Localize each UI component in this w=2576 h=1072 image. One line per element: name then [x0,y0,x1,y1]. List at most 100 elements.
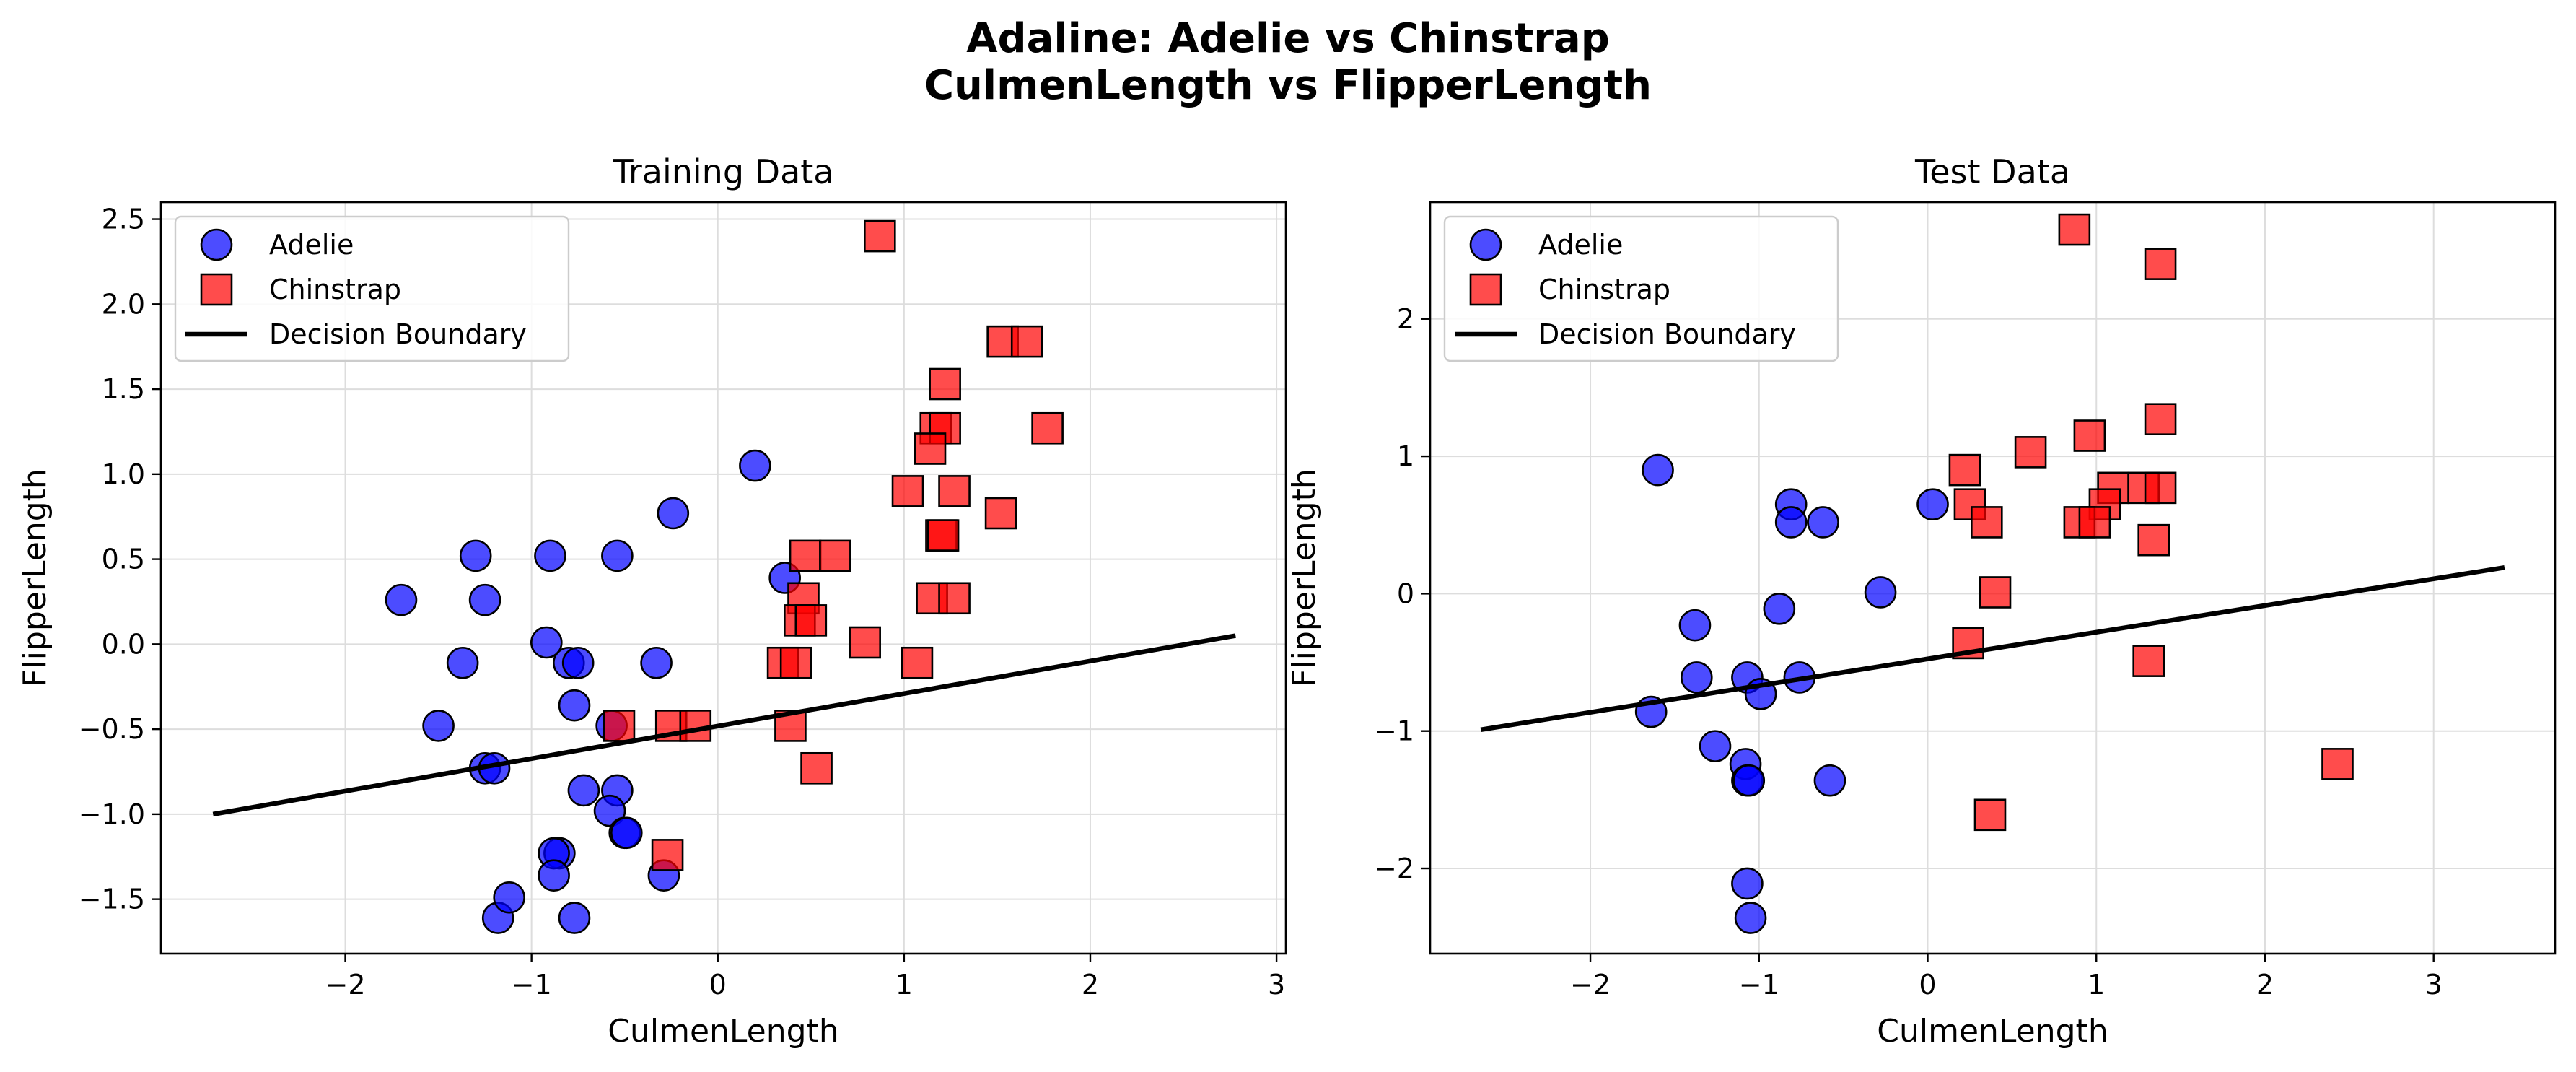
test-x-tick-label: 2 [2256,969,2274,1001]
training-data-axes: −2 −1 0 1 2 3 −1.5 −1.0 −0.5 0.0 0.5 1.0 1.5 2.0 2.5 Tr… [17,152,1287,1050]
training-chinstrap-point [800,751,833,785]
training-adelie-point [468,583,501,616]
test-chinstrap-point [2132,645,2165,677]
training-adelie-point [558,689,591,722]
test-chinstrap-point [1971,506,2003,539]
test-chinstrap-point [2137,523,2170,557]
training-chinstrap-point [603,710,636,742]
test-adelie-point [1680,661,1713,694]
training-chinstrap-point [901,646,934,679]
training-x-tick-label: 1 [895,969,913,1001]
test-chinstrap-point [2073,419,2106,452]
training-x-tick-label: 0 [709,969,727,1001]
training-legend-boundary-label: Decision Boundary [269,318,527,350]
test-adelie-point [1774,506,1808,539]
training-chinstrap-point [794,604,828,637]
figure-title-line-1: Adaline: Adelie vs Chinstrap [966,15,1610,62]
training-chinstrap-point [926,519,960,552]
test-x-tick-label: −1 [1739,969,1779,1001]
training-legend-chinstrap-label: Chinstrap [269,274,401,305]
training-y-axis-label: FlipperLength [17,469,53,687]
training-chinstrap-point [779,646,812,679]
test-adelie-point [1864,576,1897,609]
test-y-tick-label: −1 [1374,715,1414,747]
training-adelie-point [459,539,492,572]
test-adelie-point [1642,453,1674,487]
training-chinstrap-point [789,539,822,572]
test-chinstrap-point [2078,506,2111,539]
training-adelie-point [561,646,595,679]
test-legend-adelie-marker [1469,228,1502,261]
training-chinstrap-point [938,582,971,615]
training-adelie-point [610,816,643,850]
test-adelie-point [1678,609,1712,642]
test-chinstrap-point [2144,403,2177,435]
test-y-tick-label: 0 [1397,578,1414,609]
test-legend-box [1443,215,1839,362]
test-y-tick-label: 2 [1397,303,1414,335]
test-adelie-point [1813,764,1846,797]
training-y-tick-label: 1.5 [102,373,145,405]
test-chinstrap-point [2321,748,2354,780]
test-x-tick-label: −2 [1570,969,1611,1001]
training-y-tick-label: −1.0 [79,798,145,830]
test-y-tick-label: 1 [1397,440,1414,472]
training-legend-box [174,215,570,362]
test-adelie-point [1763,593,1796,625]
training-y-tick-label: −0.5 [79,713,145,745]
test-chinstrap-point [2058,213,2091,246]
training-plot-area [212,219,1236,934]
training-adelie-point [493,881,525,914]
training-chinstrap-point [679,710,712,742]
training-decision-boundary-line [212,633,1236,817]
training-chinstrap-point [1010,325,1043,358]
training-y-tick-label: −1.5 [79,884,145,915]
test-legend-chinstrap-label: Chinstrap [1538,274,1670,305]
figure-title-line-2: CulmenLength vs FlipperLength [924,62,1652,109]
training-y-tick-label: 1.0 [102,458,145,490]
training-adelie-point [538,859,570,892]
test-adelie-point [1732,764,1766,797]
training-chinstrap-point [914,432,947,465]
training-chinstrap-point [938,475,971,507]
training-chinstrap-point [984,497,1017,530]
training-x-axis-label: CulmenLength [608,1013,838,1050]
training-adelie-point [657,497,690,530]
test-x-tick-label: 3 [2425,969,2443,1001]
training-legend-chinstrap-marker [200,273,233,306]
training-adelie-point [534,539,566,572]
test-y-tick-label: −2 [1374,853,1414,884]
training-x-tick-label: 3 [1268,969,1285,1001]
test-adelie-point [1734,902,1767,934]
training-adelie-point [422,710,455,742]
training-adelie-point [739,449,771,482]
training-chinstrap-point [864,219,896,253]
test-axes-title: Test Data [1914,152,2070,191]
training-y-tick-label: 0.5 [102,544,145,575]
training-chinstrap-point [929,367,961,401]
test-legend-chinstrap-marker [1469,273,1502,306]
training-chinstrap-point [651,839,684,871]
training-y-tick-label: 2.0 [102,288,145,320]
training-adelie-point [593,794,626,827]
test-chinstrap-point [2144,471,2177,505]
training-adelie-point [601,539,634,572]
training-y-tick-label: 2.5 [102,204,145,235]
training-axes-title: Training Data [613,152,834,191]
training-adelie-point [385,583,418,616]
test-decision-boundary-line [1480,565,2505,733]
training-chinstrap-point [849,626,881,659]
training-adelie-point [640,646,673,679]
training-x-tick-label: −1 [512,969,552,1001]
test-legend: Adelie Chinstrap Decision Boundary [1443,215,1839,362]
training-legend-adelie-marker [200,228,233,261]
test-chinstrap-point [2144,248,2177,280]
test-adelie-point [1731,867,1764,900]
test-plot-area [1480,213,2505,934]
training-adelie-point [446,646,479,679]
test-adelie-point [1916,488,1949,520]
training-chinstrap-point [1031,411,1064,445]
test-axes-frame [1429,201,2557,955]
test-legend-boundary-label: Decision Boundary [1538,318,1796,350]
